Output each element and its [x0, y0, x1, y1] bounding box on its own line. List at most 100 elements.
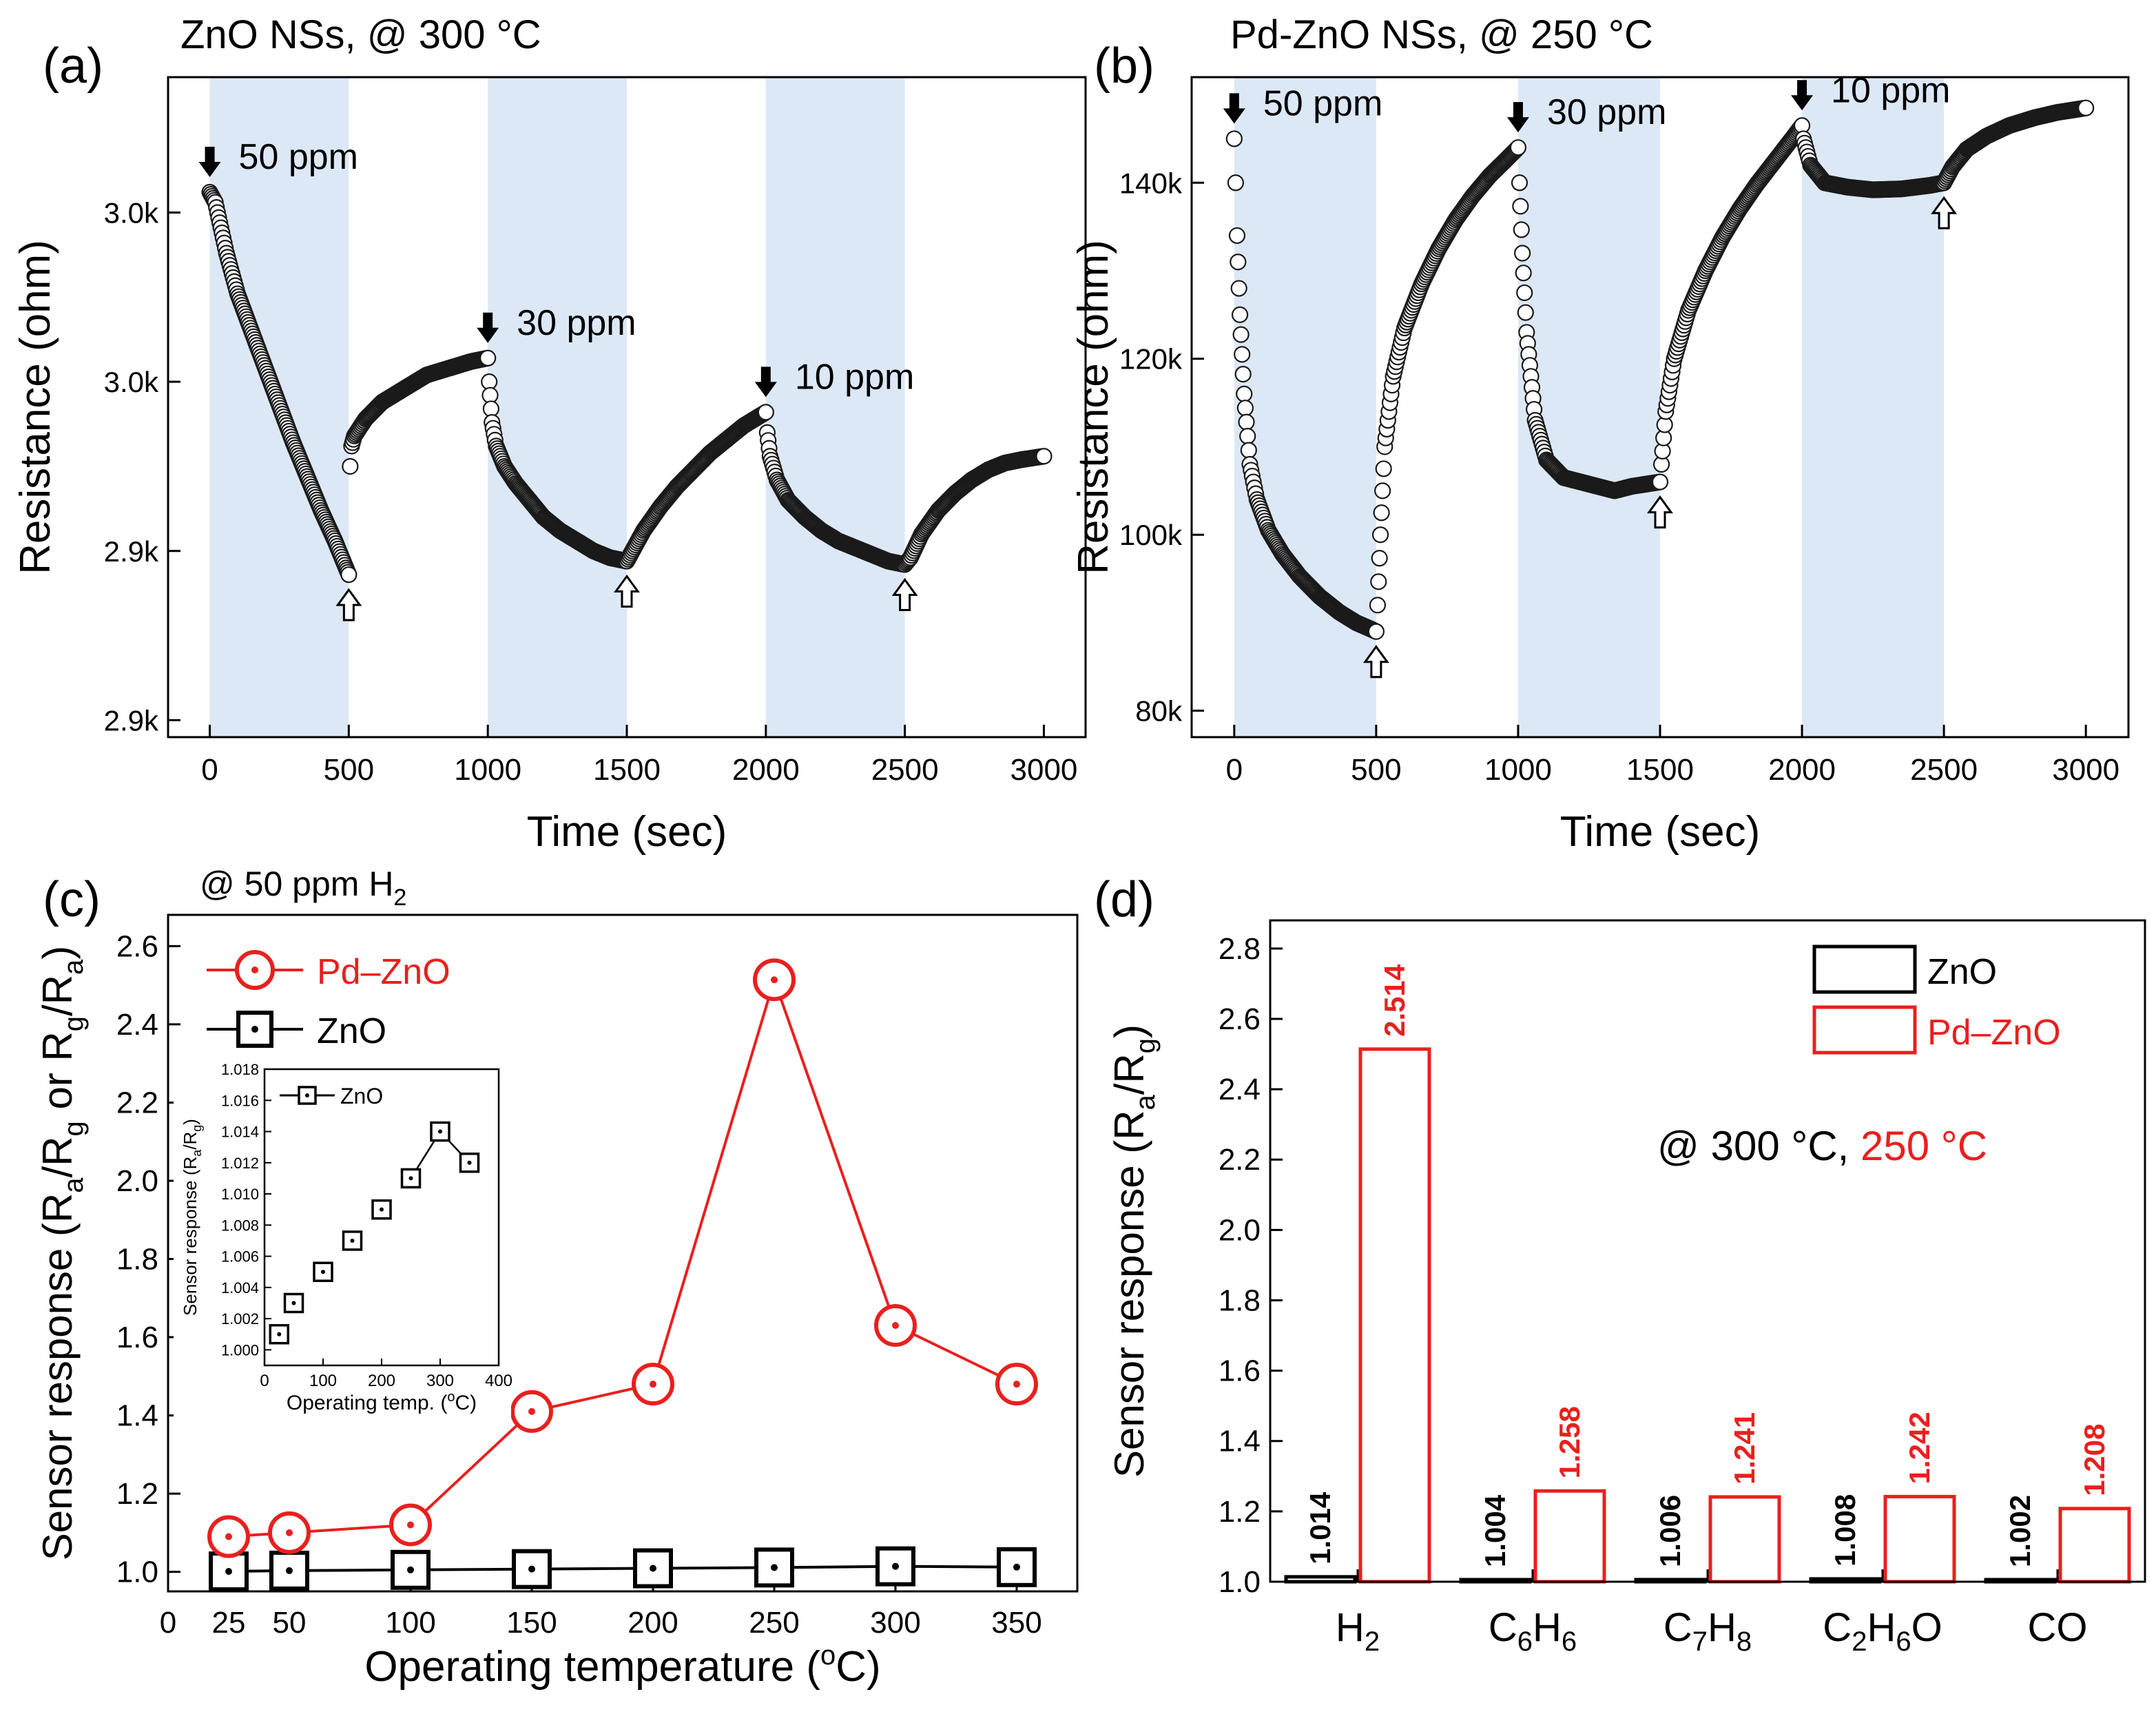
- panel-a-gas-off-arrow: [335, 588, 362, 621]
- panel-a: (a) ZnO NSs, @ 300 °C 0 500 1000 1500 2000 25…: [12, 12, 1087, 856]
- panel-b-data-point: [1511, 174, 1528, 192]
- panel-a-gas-off-arrow: [891, 577, 918, 611]
- panel-c-ylabel: Sensor response (Ra/Rg or Rg/Ra): [34, 946, 89, 1561]
- panel-d-legend: ZnO Pd–ZnO: [1812, 944, 2061, 1055]
- panel-d-ytick-label: 2.2: [1219, 1143, 1261, 1177]
- panel-c-ytick-label: 1.2: [116, 1477, 158, 1511]
- panel-b-xtick-label: 1500: [1626, 753, 1694, 787]
- panel-b-ytick-label: 120k: [1119, 343, 1183, 375]
- panel-a-label: (a): [43, 39, 103, 94]
- panel-a-title: ZnO NSs, @ 300 °C: [180, 12, 541, 57]
- inset-data-point-center: [277, 1332, 282, 1336]
- panel-c-title: @ 50 ppm H2: [200, 865, 406, 911]
- zno-bar-value-label: 1.008: [1829, 1494, 1861, 1567]
- panel-d-axis-ticks: 1.0 1.2 1.4 1.6 1.8 2.0 2.2 2.4 2.6 2.8 H2 C6H6 C7H8…: [1219, 932, 2088, 1657]
- panel-c-xtick-label: 350: [991, 1606, 1041, 1640]
- panel-c-title-main: @ 50 ppm H: [200, 865, 393, 903]
- panel-c-ytick-label: 1.4: [116, 1399, 158, 1433]
- panel-c-xtick-label: 150: [506, 1606, 557, 1640]
- panel-b-gas-on-arrow: [1506, 102, 1529, 133]
- panel-d-ylabel: Sensor response (Ra/Rg): [1106, 1024, 1161, 1478]
- panel-b-data-point: [1240, 442, 1257, 459]
- panel-d-ytick-label: 2.8: [1219, 932, 1261, 966]
- panel-b-data-point: [1371, 526, 1389, 544]
- panel-c-xtick-label: 50: [273, 1606, 307, 1640]
- pdzno-data-point-center: [650, 1381, 656, 1388]
- zno-bar-value-label: 1.014: [1304, 1491, 1336, 1565]
- pdzno-data-point-center: [225, 1533, 232, 1540]
- panel-b-gas-on-region: [1234, 77, 1376, 737]
- panel-d-category-label: C6H6: [1489, 1605, 1577, 1657]
- panel-b-data-point: [1371, 550, 1388, 567]
- panel-d-category-label: H2: [1336, 1605, 1380, 1657]
- panel-a-data-point: [1035, 448, 1053, 465]
- panel-b-xtick-label: 2500: [1910, 753, 1978, 787]
- zno-data-point-center: [225, 1568, 232, 1576]
- inset-xtick-label: 0: [260, 1372, 269, 1390]
- inset-data-point: [283, 1292, 304, 1314]
- panel-c-xtick-label: 300: [870, 1606, 920, 1640]
- panel-d-ytick-label: 2.0: [1219, 1213, 1261, 1247]
- panel-b-ytick-label: 80k: [1135, 695, 1183, 727]
- inset-ylabel: Sensor response (Ra/Rg): [180, 1119, 204, 1316]
- pdzno-bar-value-label: 1.241: [1728, 1412, 1761, 1485]
- panel-d-ytick-label: 1.4: [1219, 1425, 1261, 1458]
- panel-b-xtick-label: 0: [1226, 753, 1243, 787]
- panel-b-data-point: [1514, 245, 1531, 262]
- legend-pdzno-text: Pd–ZnO: [1927, 1013, 2061, 1053]
- panel-a-gas-on-regions: [209, 77, 905, 737]
- panel-a-xtick-label: 2000: [732, 753, 800, 787]
- panel-b-gas-off-arrow: [1647, 495, 1673, 529]
- panel-b-data-point: [1234, 346, 1251, 363]
- panel-c-series: [207, 958, 1038, 1592]
- panel-b-xtick-label: 1000: [1484, 753, 1552, 787]
- inset-xtick-label: 400: [485, 1372, 512, 1390]
- panel-b-data-point: [1239, 428, 1256, 445]
- panel-c-label: (c): [43, 872, 101, 927]
- panel-c-xlabel: Operating temperature (oC): [364, 1640, 880, 1691]
- pdzno-bar-value-label: 1.258: [1553, 1406, 1586, 1478]
- panel-a-data-point: [479, 349, 497, 366]
- panel-b-data-point: [1516, 284, 1533, 302]
- panel-d-category-label: C2H6O: [1823, 1605, 1942, 1657]
- legend-zno-text: ZnO: [1927, 952, 1997, 992]
- panel-b-data-point: [1234, 365, 1252, 383]
- inset-ytick-label: 1.004: [221, 1279, 259, 1297]
- panel-a-gas-on-arrow: [198, 147, 221, 178]
- panel-a-xtick-label: 2500: [871, 753, 939, 787]
- panel-b-data-point: [1236, 385, 1253, 402]
- panel-d-label: (d): [1094, 872, 1154, 927]
- pdzno-bar: [1533, 1489, 1606, 1584]
- panel-b-up-arrow-icon: [1647, 495, 1673, 529]
- panel-b-data-point: [1512, 198, 1529, 215]
- panel-c-inset: 0 100 200 300 400 1.000 1.002 1.004 1.006 1.008 1.…: [174, 1061, 512, 1419]
- inset-xtick-label: 200: [368, 1372, 395, 1390]
- panel-b-ytick-label: 100k: [1119, 519, 1183, 551]
- panel-c-ytick-label: 2.6: [116, 929, 158, 963]
- panel-b-plot-frame: [1190, 76, 2130, 739]
- pdzno-bar: [1883, 1494, 1956, 1584]
- panel-a-concentration-label: 30 ppm: [517, 303, 636, 343]
- inset-ytick-label: 1.002: [221, 1310, 259, 1328]
- panel-c-title-sub: 2: [393, 885, 406, 911]
- zno-data-point-center: [1013, 1563, 1020, 1571]
- panel-a-gas-on-arrow: [477, 312, 499, 343]
- panel-c: (c) @ 50 ppm H2 0 25 50 100 150 200 250 300 350 1…: [34, 865, 1079, 1691]
- panel-d-bars: 1.014 2.514 1.004 1.258 1.006 1.241 1.008 1.242…: [1284, 964, 2131, 1584]
- legend-pdzno-swatch: [1812, 1005, 1917, 1055]
- panel-a-ytick-label: 3.0k: [104, 366, 159, 398]
- panel-a-down-arrow-icon: [754, 366, 777, 397]
- pdzno-data-point-center: [771, 976, 778, 984]
- panel-a-concentration-label: 50 ppm: [239, 137, 358, 177]
- inset-ytick-label: 1.000: [221, 1341, 259, 1359]
- panel-a-up-arrow-icon: [614, 574, 640, 608]
- panel-d-ytick-label: 1.0: [1219, 1565, 1261, 1599]
- panel-c-axis-ticks: 0 25 50 100 150 200 250 300 350 1.0 1.2 1.4 1.6 1.8 2.…: [116, 929, 1042, 1640]
- inset-xtick-label: 100: [309, 1372, 337, 1390]
- inset-plot-frame: [263, 1068, 500, 1367]
- panel-a-gas-off-arrow: [614, 574, 640, 608]
- panel-d-ytick-label: 1.6: [1219, 1354, 1261, 1388]
- pdzno-bar: [2058, 1507, 2131, 1584]
- panel-b-data-point: [2077, 99, 2095, 116]
- inset-data-point-center: [291, 1301, 296, 1305]
